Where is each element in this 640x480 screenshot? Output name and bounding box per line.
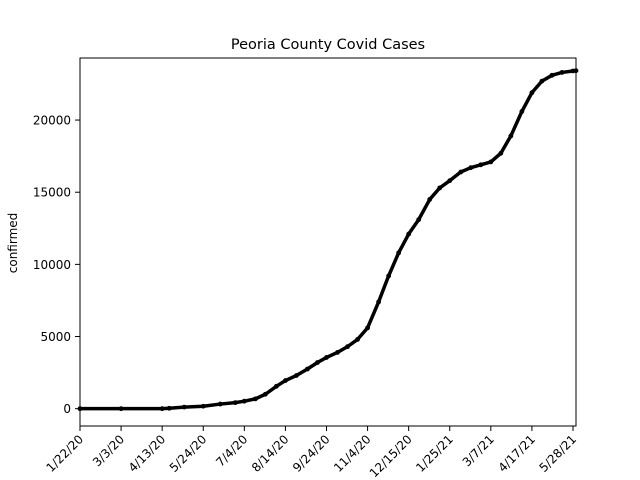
- x-tick-label: 4/13/20: [126, 432, 169, 475]
- data-point: [345, 344, 350, 350]
- data-point: [315, 360, 320, 365]
- x-tick-label: 5/28/21: [537, 432, 580, 475]
- data-point: [305, 366, 310, 372]
- data-point: [519, 109, 525, 114]
- data-point: [200, 403, 206, 409]
- x-tick-label: 7/4/20: [213, 432, 250, 469]
- x-tick-label: 4/17/21: [495, 432, 538, 475]
- data-point: [365, 325, 370, 331]
- data-point: [252, 396, 258, 402]
- y-axis: 0 5000 10000 15000 20000: [33, 114, 80, 416]
- data-point: [396, 250, 402, 256]
- x-tick-label: 9/24/20: [290, 432, 333, 475]
- x-tick-label: 12/15/20: [367, 432, 415, 480]
- data-point: [166, 405, 172, 411]
- x-tick-label: 8/14/20: [249, 432, 292, 475]
- x-axis: 1/22/20 3/3/204/13/205/24/20 7/4/208/14/20…: [44, 426, 580, 480]
- data-point: [262, 391, 268, 397]
- data-point: [508, 133, 514, 139]
- x-tick-label: 5/24/20: [167, 432, 210, 475]
- data-point: [529, 90, 535, 96]
- data-point: [539, 78, 545, 84]
- data-point: [488, 159, 494, 165]
- data-point: [406, 231, 412, 237]
- data-point: [498, 150, 504, 156]
- x-tick-label: 3/7/21: [460, 432, 497, 469]
- data-point: [468, 165, 474, 171]
- x-tick-label: 3/3/20: [90, 432, 127, 469]
- data-point: [386, 273, 392, 279]
- data-point: [559, 70, 565, 75]
- data-point: [447, 178, 453, 184]
- y-tick-label: 10000: [33, 258, 71, 272]
- data-point: [437, 185, 443, 191]
- y-tick-label: 5000: [40, 330, 71, 344]
- data-point: [427, 197, 433, 202]
- data-point: [335, 350, 340, 355]
- plot-frame: [79, 57, 577, 427]
- data-point: [355, 337, 360, 342]
- series-layer: [77, 68, 579, 412]
- data-point: [294, 373, 299, 378]
- data-point: [324, 355, 329, 360]
- chart-title: Peoria County Covid Cases: [231, 37, 425, 53]
- x-tick-label: 1/22/20: [44, 432, 87, 475]
- y-tick-label: 15000: [33, 186, 71, 200]
- data-point: [181, 404, 187, 410]
- data-point: [478, 162, 484, 168]
- data-point: [232, 400, 238, 406]
- data-point: [283, 378, 288, 383]
- data-point: [549, 72, 555, 78]
- data-point: [159, 406, 165, 412]
- y-tick-label: 0: [63, 402, 71, 416]
- data-point: [217, 401, 223, 407]
- y-axis-label: confirmed: [6, 213, 20, 274]
- data-point: [274, 383, 279, 389]
- data-point: [376, 299, 381, 305]
- data-point: [118, 406, 124, 412]
- series-line: [78, 68, 578, 411]
- y-tick-label: 20000: [33, 114, 71, 128]
- data-point: [416, 217, 422, 223]
- data-point: [458, 169, 464, 175]
- data-point: [241, 398, 247, 404]
- x-tick-label: 1/25/21: [413, 432, 456, 475]
